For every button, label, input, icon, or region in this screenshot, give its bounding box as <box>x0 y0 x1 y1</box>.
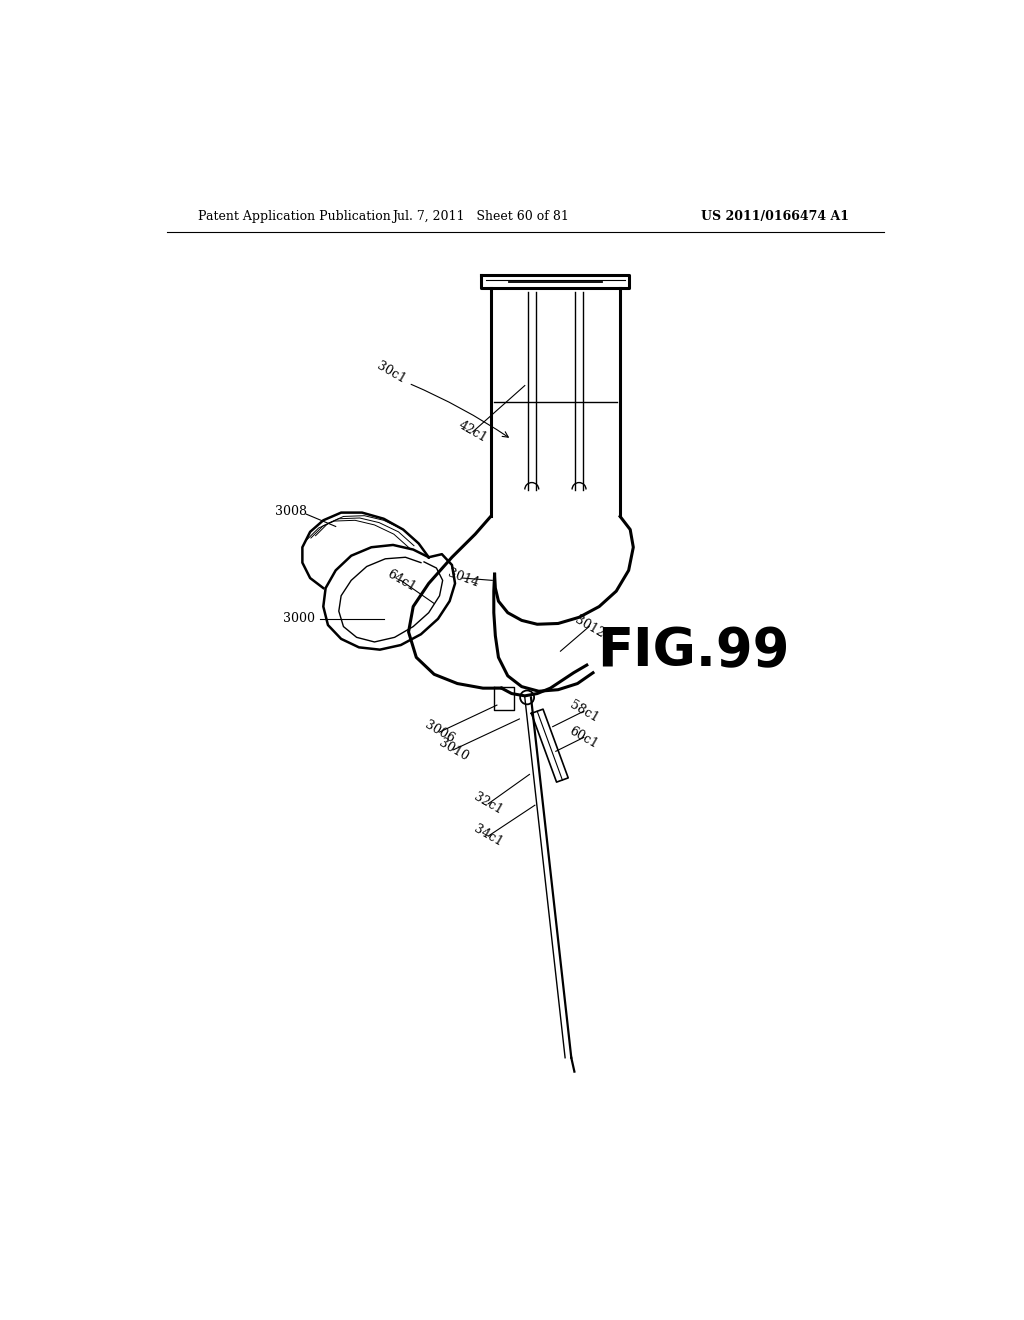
Text: Patent Application Publication: Patent Application Publication <box>198 210 390 223</box>
Text: 3014: 3014 <box>445 566 480 590</box>
Text: 32c1: 32c1 <box>472 791 505 817</box>
Text: FIG.99: FIG.99 <box>598 626 790 677</box>
Text: 3006: 3006 <box>423 718 457 746</box>
Text: 64c1: 64c1 <box>384 568 418 594</box>
Text: 3012: 3012 <box>572 612 606 640</box>
Text: 34c1: 34c1 <box>472 822 505 849</box>
Text: Jul. 7, 2011   Sheet 60 of 81: Jul. 7, 2011 Sheet 60 of 81 <box>392 210 569 223</box>
Text: US 2011/0166474 A1: US 2011/0166474 A1 <box>700 210 849 223</box>
Text: 3010: 3010 <box>436 737 471 763</box>
Text: 42c1: 42c1 <box>457 418 489 445</box>
Text: 3000: 3000 <box>283 612 314 626</box>
Text: 58c1: 58c1 <box>567 698 600 725</box>
Text: 30c1: 30c1 <box>375 359 409 385</box>
Text: 60c1: 60c1 <box>567 725 600 751</box>
Text: 3008: 3008 <box>274 504 307 517</box>
